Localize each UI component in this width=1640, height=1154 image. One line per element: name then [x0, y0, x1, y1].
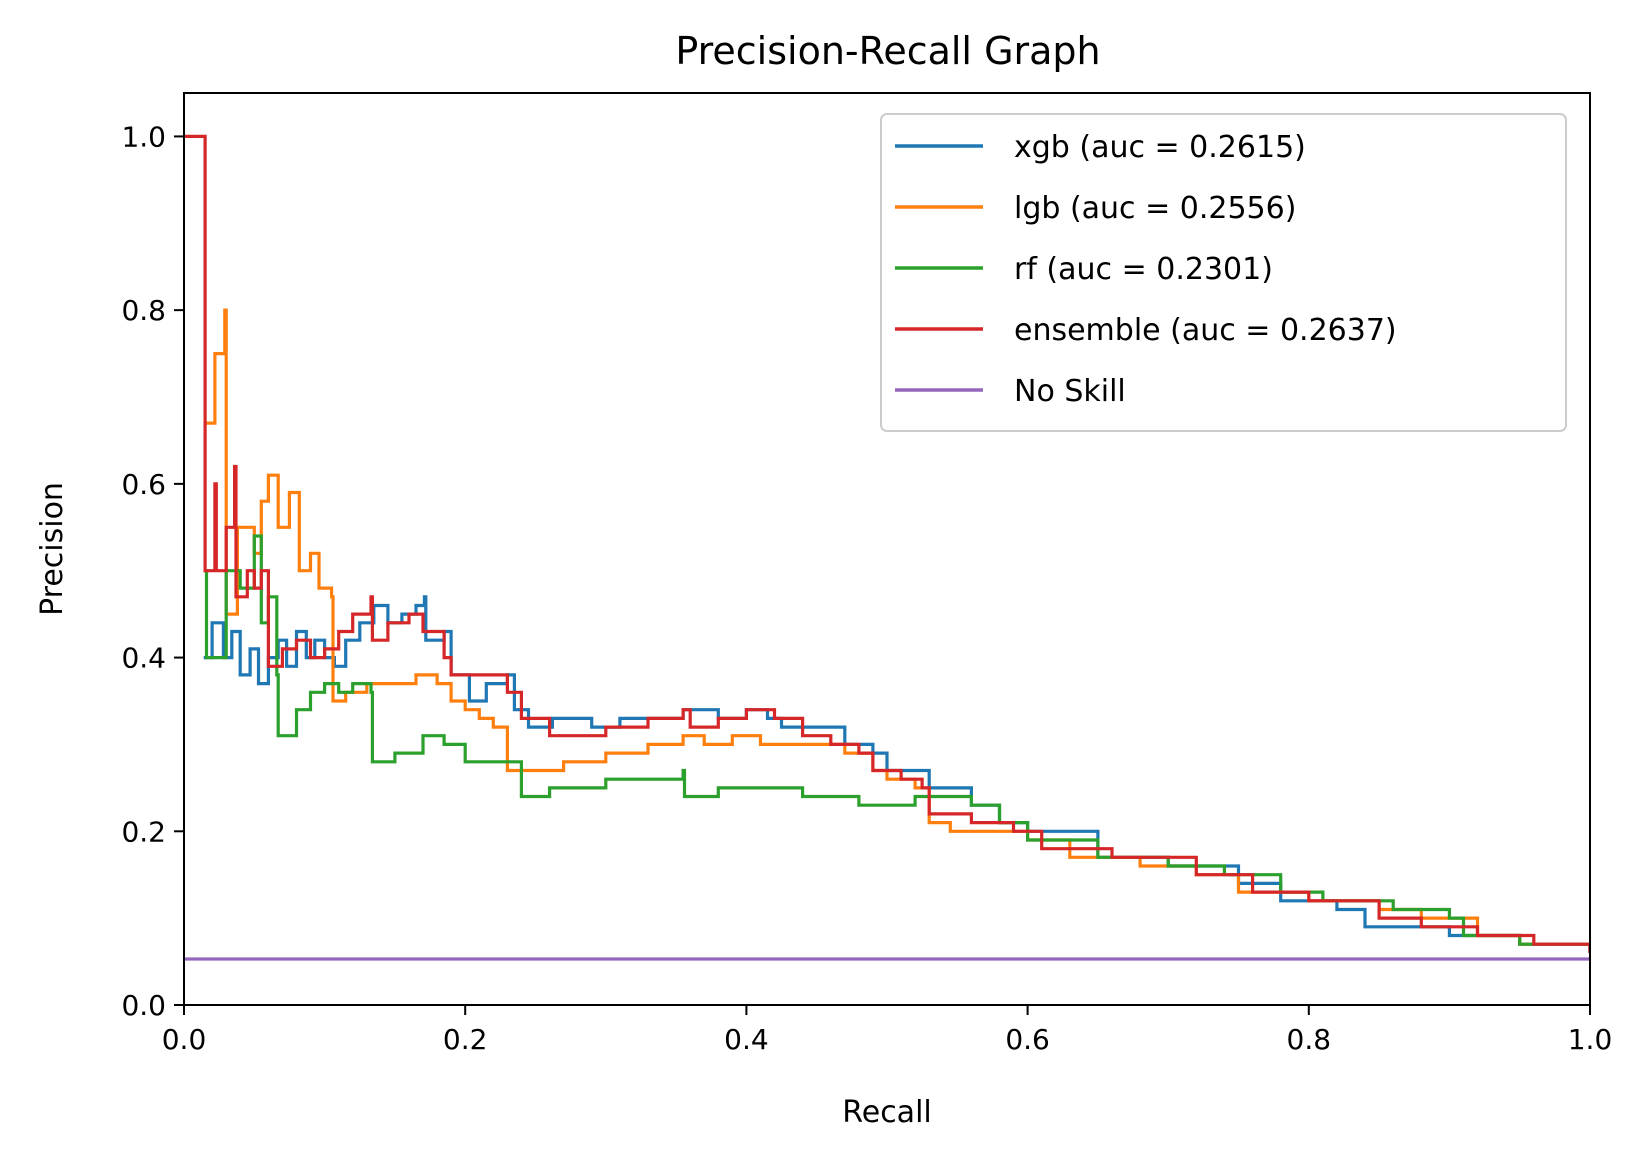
series-line-lgb — [203, 308, 1590, 953]
legend-label-rf: rf (auc = 0.2301) — [1014, 252, 1273, 287]
y-tick-label: 0.8 — [121, 294, 166, 327]
x-tick-label: 0.4 — [724, 1023, 769, 1056]
x-tick-label: 1.0 — [1568, 1023, 1613, 1056]
x-tick-label: 0.6 — [1005, 1023, 1050, 1056]
legend-label-no: No Skill — [1014, 374, 1126, 409]
legend-label-ensemble: ensemble (auc = 0.2637) — [1014, 313, 1397, 348]
y-tick-label: 0.0 — [121, 989, 166, 1022]
plot-area — [183, 92, 1591, 1006]
legend-label-xgb: xgb (auc = 0.2615) — [1014, 130, 1306, 165]
x-tick-label: 0.0 — [162, 1023, 207, 1056]
y-tick-label: 0.4 — [121, 642, 166, 675]
y-tick-label: 0.6 — [121, 468, 166, 501]
legend: xgb (auc = 0.2615) lgb (auc = 0.2556) rf (… — [880, 113, 1567, 432]
x-tick-label: 0.2 — [443, 1023, 488, 1056]
plot-frame — [183, 92, 1591, 1006]
x-tick-label: 0.8 — [1287, 1023, 1332, 1056]
x-axis-label: Recall — [842, 1095, 932, 1130]
series-line-ensemble — [184, 134, 1590, 953]
legend-box — [880, 113, 1567, 432]
y-axis-label: Precision — [35, 482, 70, 616]
legend-label-lgb: lgb (auc = 0.2556) — [1014, 191, 1296, 226]
x-axis: 0.0 0.2 0.4 0.6 0.8 1.0 — [162, 1005, 1613, 1056]
y-axis: 0.0 0.2 0.4 0.6 0.8 1.0 — [121, 120, 184, 1022]
chart-title: Precision-Recall Graph — [675, 29, 1100, 73]
y-tick-label: 1.0 — [121, 120, 166, 153]
y-tick-label: 0.2 — [121, 815, 166, 848]
